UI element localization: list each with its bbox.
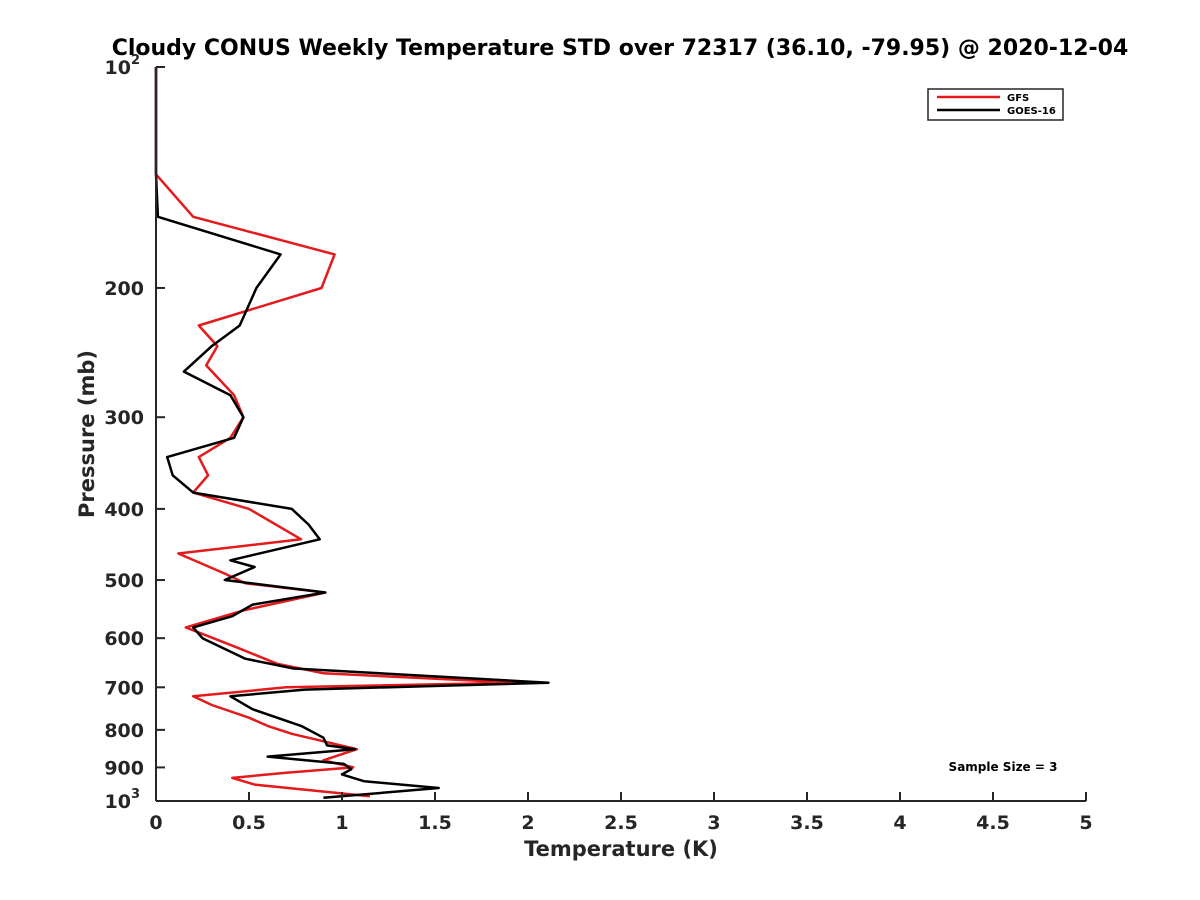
y-tick-label: 600 [104, 628, 144, 650]
x-tick-label: 2 [521, 812, 534, 834]
legend: GFS GOES-16 [927, 88, 1064, 121]
y-tick-label-exponent: 3 [131, 787, 140, 802]
series-line-gfs [154, 67, 520, 798]
sample-size-annotation: Sample Size = 3 [949, 760, 1058, 774]
x-tick-label: 0.5 [232, 812, 266, 834]
chart-title: Cloudy CONUS Weekly Temperature STD over… [112, 36, 1129, 61]
x-tick-label: 3 [707, 812, 720, 834]
x-tick-label: 1 [335, 812, 348, 834]
y-tick-label: 500 [104, 570, 144, 592]
series-layer [154, 67, 550, 800]
x-axis-label: Temperature (K) [524, 837, 718, 861]
x-tick-label: 2.5 [604, 812, 638, 834]
x-tick-label: 3.5 [790, 812, 824, 834]
x-tick-label: 0 [149, 812, 162, 834]
x-tick-label: 5 [1079, 812, 1092, 834]
y-tick-label: 900 [104, 757, 144, 779]
y-tick-label: 800 [104, 720, 144, 742]
y-tick-label-base: 10 [105, 791, 131, 813]
legend-label-goes16: GOES-16 [1007, 106, 1056, 117]
x-tick-label: 4.5 [976, 812, 1010, 834]
y-tick-label: 300 [104, 407, 144, 429]
y-tick-label-exponent: 2 [131, 53, 140, 68]
legend-label-gfs: GFS [1007, 93, 1029, 104]
series-line-goes-16 [154, 67, 550, 800]
legend-box [927, 88, 1064, 121]
y-tick-label: 400 [104, 499, 144, 521]
y-tick-label: 200 [104, 278, 144, 300]
x-tick-label: 1.5 [418, 812, 452, 834]
x-ticks: 0 0.5 1 1.5 2 2.5 3 3.5 4 4.5 5 [149, 792, 1093, 834]
y-tick-label: 700 [104, 677, 144, 699]
y-tick-label-base: 10 [105, 57, 131, 79]
y-axis-label: Pressure (mb) [75, 350, 99, 518]
x-tick-label: 4 [893, 812, 906, 834]
